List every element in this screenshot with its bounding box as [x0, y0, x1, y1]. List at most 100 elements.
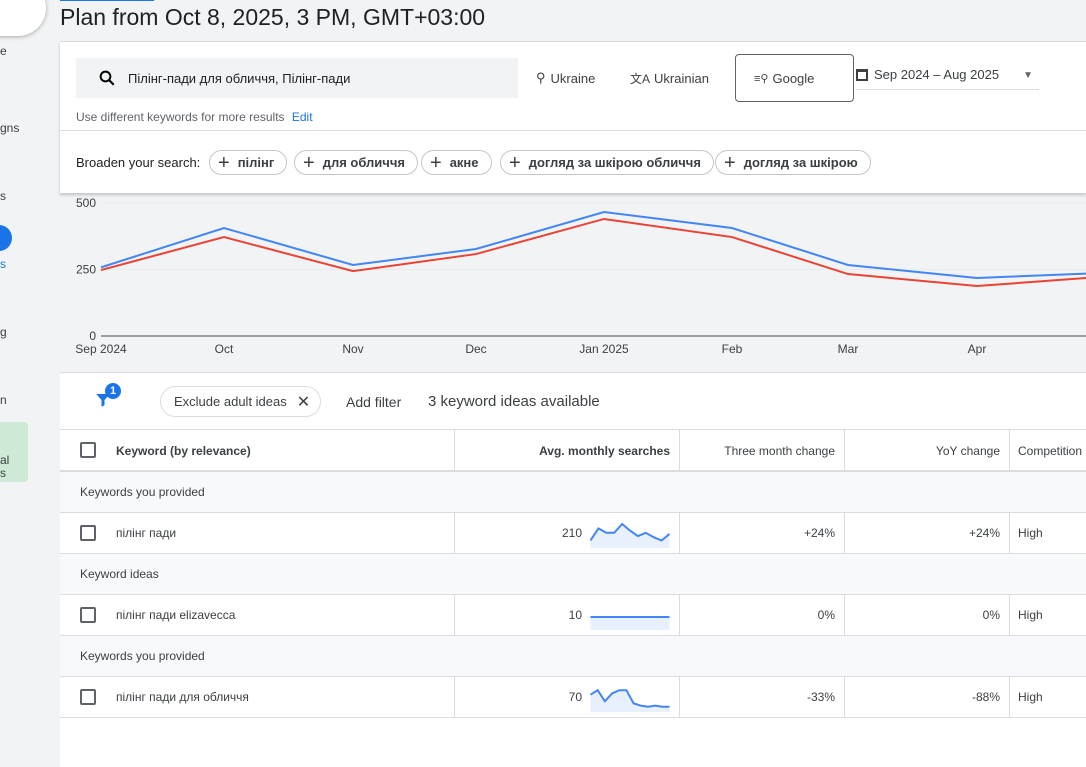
plus-icon: + [509, 151, 521, 174]
x-tick-label: Mar [838, 342, 859, 356]
avg-value: 70 [568, 690, 582, 704]
chip-label: пілінг [237, 155, 275, 170]
yoy-cell: 0% [845, 595, 1010, 635]
three-month-value: 0% [817, 608, 835, 622]
sparkline-area [590, 690, 670, 712]
x-tick-label: Oct [215, 342, 234, 356]
header-label: Competition [1018, 443, 1083, 458]
sparkline [590, 616, 670, 630]
col-yoy[interactable]: YoY change [845, 430, 1010, 471]
plus-icon: + [724, 151, 736, 174]
hint-text: Use different keywords for more results [76, 110, 285, 124]
sparkline [590, 522, 670, 548]
col-avg-searches[interactable]: Avg. monthly searches [455, 430, 680, 471]
keyword-cell: пілінг пади [100, 513, 455, 553]
close-icon[interactable]: ✕ [296, 393, 311, 411]
table-header [60, 430, 1086, 472]
keyword-cell: пілінг пади для обличчя [100, 677, 455, 717]
sidebar-promo[interactable]: al s [0, 422, 28, 482]
exclude-adult-chip[interactable]: Exclude adult ideas ✕ [160, 386, 322, 417]
search-icon [99, 70, 115, 86]
location-pin-icon: ⚲ [536, 70, 546, 85]
table-row[interactable]: пілінг пади для обличчя 70 -33% -88% Hig… [60, 677, 1086, 718]
sidebar-label[interactable]: n [0, 393, 7, 407]
broaden-label: Broaden your search: [76, 155, 201, 170]
row-checkbox[interactable] [80, 689, 96, 705]
avg-searches-cell: 210 [455, 513, 680, 553]
table-row[interactable]: пілінг пади elizavecca 10 0% 0% High [60, 595, 1086, 636]
date-range-value: Sep 2024 – Aug 2025 [874, 67, 1000, 82]
broaden-chip[interactable]: + догляд за шкірою [715, 150, 871, 175]
location-button[interactable]: ⚲ Ukraine [536, 70, 595, 86]
table-row[interactable]: пілінг пади 210 +24% +24% High [60, 513, 1086, 554]
sparkline-area [590, 617, 670, 630]
broaden-chip[interactable]: + акне [421, 150, 492, 175]
competition-value: High [1018, 690, 1043, 704]
broaden-chip[interactable]: + пілінг [209, 150, 288, 175]
yoy-cell: +24% [845, 513, 1010, 553]
chip-label: для обличчя [322, 155, 405, 170]
col-three-month[interactable]: Three month change [680, 430, 845, 471]
avg-value: 10 [568, 608, 582, 622]
row-checkbox[interactable] [80, 607, 96, 623]
sparkline-line [590, 688, 670, 708]
y-tick-label: 0 [89, 329, 96, 343]
search-network-icon: ≡⚲ [754, 72, 769, 85]
sparkline [590, 688, 670, 712]
search-volume-chart: 0 250 500 Sep 2024 Oct Nov Dec Jan 2025 Feb Mar Ap… [75, 196, 1086, 356]
avg-value: 210 [561, 526, 582, 540]
x-tick-label: Nov [342, 342, 363, 356]
col-competition[interactable]: Competition [1010, 430, 1086, 471]
three-month-cell: 0% [680, 595, 845, 635]
select-all-checkbox[interactable] [80, 442, 96, 458]
x-tick-label: Apr [968, 342, 987, 356]
add-filter-button[interactable]: Add filter [346, 394, 402, 410]
date-range-select[interactable]: Sep 2024 – Aug 2025 ▼ [856, 67, 1039, 90]
yoy-value: 0% [982, 608, 1000, 622]
chip-label: догляд за шкірою [743, 155, 858, 170]
series-red-line [100, 217, 1086, 287]
col-keyword[interactable]: Keyword (by relevance) [100, 430, 455, 471]
x-tick-label: Jan 2025 [579, 342, 629, 356]
edit-link[interactable]: Edit [291, 110, 313, 124]
sparkline-area [590, 524, 670, 548]
sidebar-active-icon[interactable] [0, 225, 12, 251]
header-label: Keyword (by relevance) [116, 443, 251, 458]
calendar-icon [856, 69, 868, 81]
sidebar-create-button[interactable] [0, 0, 46, 36]
table-footer [60, 718, 1086, 767]
avg-searches-cell: 70 [455, 677, 680, 717]
dropdown-arrow-icon: ▼ [1023, 70, 1033, 81]
competition-value: High [1018, 526, 1043, 540]
group-header: Keyword ideas [60, 554, 1086, 595]
search-value: Пілінг-пади для обличчя, Пілінг-пади [128, 70, 351, 86]
sidebar-label-campaigns[interactable]: gns [0, 121, 20, 135]
chip-label: акне [449, 155, 479, 170]
sidebar-label[interactable]: s [0, 189, 6, 203]
sparkline-line [590, 522, 670, 542]
sidebar-label[interactable]: e [0, 44, 7, 58]
broaden-chip[interactable]: + для обличчя [294, 150, 418, 175]
language-button[interactable]: 文A Ukrainian [630, 70, 709, 87]
x-tick-label: Sep 2024 [75, 342, 127, 356]
avg-searches-cell: 10 [455, 595, 680, 635]
sidebar-label-tools[interactable]: s [0, 257, 6, 271]
sidebar-label[interactable]: g [0, 325, 7, 339]
competition-value: High [1018, 608, 1043, 622]
yoy-cell: -88% [845, 677, 1010, 717]
plus-icon: + [430, 151, 442, 174]
keyword-count: 3 keyword ideas available [428, 393, 600, 410]
search-input[interactable]: Пілінг-пади для обличчя, Пілінг-пади [76, 58, 518, 98]
breadcrumb-link[interactable] [60, 0, 154, 1]
broaden-chip[interactable]: + догляд за шкірою обличчя [500, 150, 714, 175]
row-checkbox[interactable] [80, 525, 96, 541]
divider [60, 130, 1086, 131]
x-tick-label: Dec [465, 342, 486, 356]
group-header: Keywords you provided [60, 636, 1086, 677]
filter-count-badge: 1 [105, 383, 121, 399]
network-button[interactable]: ≡⚲ Google [735, 54, 854, 102]
header-label: YoY change [935, 443, 1000, 458]
filter-button[interactable]: 1 [94, 383, 121, 414]
group-label: Keyword ideas [80, 567, 159, 581]
plus-icon: + [218, 151, 230, 174]
